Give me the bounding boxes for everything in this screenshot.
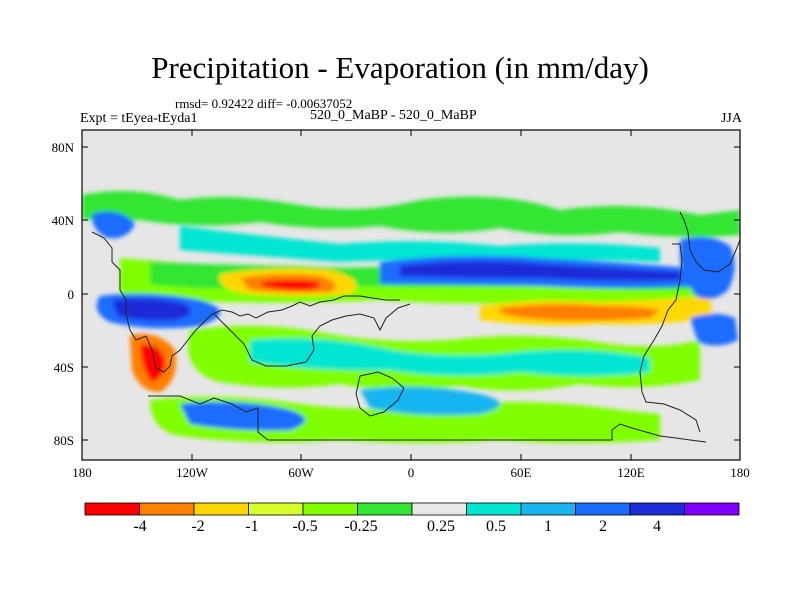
lat-label-80s: 80S: [53, 433, 74, 448]
rmsd-stats: rmsd= 0.92422 diff= -0.00637052: [175, 96, 353, 111]
colorbar-label: 0.5: [486, 518, 506, 535]
colorbar-label: -2: [191, 518, 205, 535]
lon-label-180w: 180: [72, 465, 92, 480]
lon-label-0: 0: [407, 465, 415, 480]
lat-label-40n: 40N: [51, 213, 74, 228]
experiment-label: Expt = tEyea-tEyda1: [80, 111, 198, 126]
colorbar-swatch: [139, 502, 195, 516]
precip-field: [82, 191, 740, 443]
colorbar-label: -4: [133, 518, 147, 535]
colorbar-swatch: [84, 502, 140, 516]
lon-label-120w: 120W: [176, 465, 208, 480]
colorbar-label: -1: [245, 518, 259, 535]
lon-label-60w: 60W: [288, 465, 314, 480]
colorbar-swatch: [411, 502, 467, 516]
colorbar: [84, 502, 740, 516]
colorbar-label: 0.25: [427, 518, 455, 535]
lon-label-60e: 60E: [510, 465, 532, 480]
colorbar-swatch: [520, 502, 576, 516]
colorbar-swatch: [684, 502, 740, 516]
colorbar-swatch: [629, 502, 685, 516]
lat-label-0: 0: [67, 287, 75, 302]
colorbar-label: 1: [544, 518, 552, 535]
colorbar-swatch: [248, 502, 304, 516]
lon-label-180e: 180: [730, 465, 750, 480]
map-title: Precipitation - Evaporation (in mm/day): [151, 50, 649, 85]
lat-label-40s: 40S: [53, 360, 74, 375]
season-label: JJA: [720, 111, 742, 126]
colorbar-swatch: [193, 502, 249, 516]
comparison-label: 520_0_MaBP - 520_0_MaBP: [310, 108, 477, 123]
colorbar-swatch: [575, 502, 631, 516]
colorbar-label: 4: [653, 518, 661, 535]
axis-ticks: [82, 130, 740, 460]
colorbar-label: 2: [599, 518, 607, 535]
lon-label-120e: 120E: [617, 465, 645, 480]
colorbar-swatch: [302, 502, 358, 516]
lat-label-80n: 80N: [51, 140, 74, 155]
colorbar-swatch: [466, 502, 522, 516]
colorbar-label: -0.25: [344, 518, 378, 535]
colorbar-label: -0.5: [292, 518, 318, 535]
continent-outlines: [91, 211, 741, 443]
colorbar-swatch: [357, 502, 413, 516]
